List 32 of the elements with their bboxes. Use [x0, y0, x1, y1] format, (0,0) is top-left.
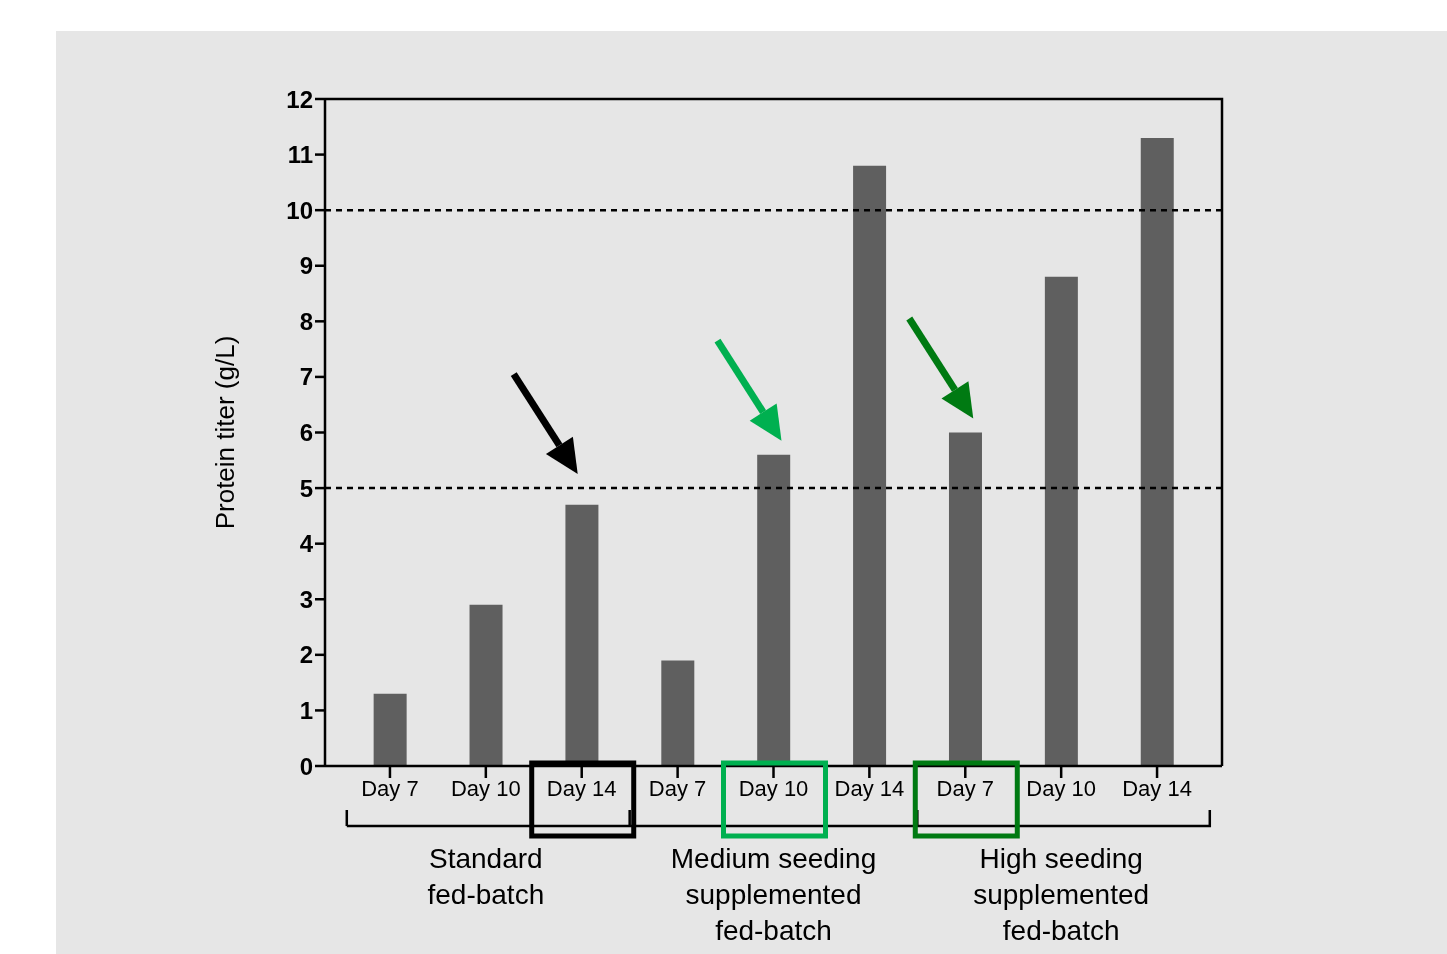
x-tick-label: Day 14 — [1122, 775, 1192, 801]
y-tick-label: 7 — [299, 363, 313, 391]
y-tick-label: 10 — [286, 196, 313, 224]
y-tick-label: 4 — [299, 530, 314, 558]
text: Medium seeding supplemented fed-batch — [670, 843, 877, 946]
y-tick-label: 12 — [286, 85, 313, 113]
bar — [469, 604, 503, 766]
y-tick-label: 11 — [287, 141, 313, 169]
y-tick-label: 1 — [299, 696, 313, 724]
y-tick-label: 6 — [299, 419, 313, 447]
y-tick-label: 5 — [299, 474, 313, 502]
y-tick-label: 0 — [299, 752, 313, 780]
y-axis-title: Protein titer (g/L) — [210, 335, 241, 530]
y-tick-label: 3 — [299, 585, 313, 613]
x-tick-label: Day 7 — [361, 775, 419, 801]
bar — [661, 660, 695, 766]
x-tick-label: Day 10 — [738, 775, 809, 801]
text: Standard fed-batch — [427, 843, 545, 910]
bar — [1140, 137, 1174, 766]
x-tick-label: Day 10 — [450, 775, 521, 801]
x-tick-label: Day 14 — [546, 775, 617, 801]
y-tick-label: 2 — [299, 641, 313, 669]
y-tick-label: 8 — [299, 307, 313, 335]
x-tick-label: Day 10 — [1026, 775, 1097, 801]
y-tick-label: 9 — [299, 252, 313, 280]
x-tick-label: Day 7 — [936, 775, 995, 801]
bar — [853, 165, 887, 766]
x-tick-label: Day 7 — [648, 775, 707, 801]
x-tick-label: Day 14 — [834, 775, 905, 801]
text: High seeding supplemented fed-batch — [973, 843, 1150, 946]
bar — [1044, 276, 1078, 766]
bar — [373, 693, 407, 766]
